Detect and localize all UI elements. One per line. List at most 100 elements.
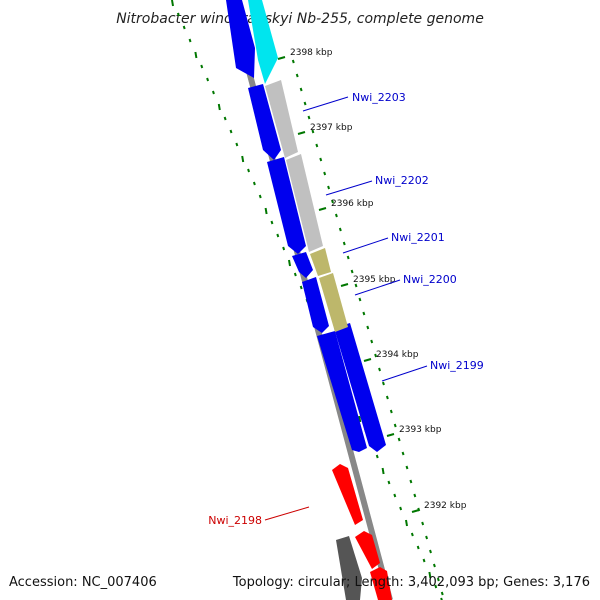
axis-ticks: 2398 kbp 2397 kbp 2396 kbp 2395 kbp 2394 kbp… — [277, 48, 467, 513]
gc-mark — [293, 272, 297, 277]
gc-mark — [428, 571, 432, 579]
tick-mark — [277, 56, 286, 60]
tick-mark — [297, 131, 306, 135]
gc-mark — [217, 103, 221, 111]
gc-mark — [299, 285, 303, 290]
gc-mark — [385, 395, 389, 400]
cog-feature — [319, 273, 348, 332]
tick-mark — [386, 433, 395, 437]
gc-mark — [382, 381, 385, 386]
gc-mark — [241, 155, 245, 163]
tick-mark — [363, 358, 372, 362]
tick-label: 2397 kbp — [310, 123, 353, 133]
cds-feature — [332, 464, 363, 525]
gc-mark — [405, 465, 409, 470]
gc-mark — [315, 143, 319, 148]
gc-mark — [429, 549, 432, 554]
gc-mark — [182, 25, 186, 30]
gc-mark — [413, 493, 417, 498]
gene-leader-line — [302, 96, 349, 112]
cds-feature — [336, 536, 362, 600]
gc-mark — [247, 168, 250, 173]
gene-leader-line — [354, 279, 401, 296]
gc-mark — [235, 142, 239, 147]
forward-cds-track — [334, 323, 386, 452]
gc-mark — [366, 325, 370, 330]
gc-mark — [387, 480, 391, 485]
gc-mark — [397, 437, 401, 442]
gc-mark — [303, 101, 307, 106]
gc-mark — [323, 171, 327, 176]
gc-mark — [252, 181, 256, 186]
genome-summary-text: Topology: circular; Length: 3,402,093 bp… — [232, 575, 590, 590]
tick-mark — [340, 283, 349, 287]
gene-label[interactable]: Nwi_2199 — [430, 359, 484, 372]
gc-mark — [206, 77, 210, 82]
gc-mark — [307, 115, 311, 120]
gc-mark — [319, 157, 323, 162]
tick-label: 2392 kbp — [424, 501, 467, 511]
cds-feature — [302, 277, 329, 333]
gc-mark — [393, 493, 397, 498]
gc-mark — [171, 0, 174, 7]
cog-feature — [310, 248, 331, 276]
gc-mark — [334, 213, 338, 218]
gc-mark — [331, 199, 334, 204]
gc-mark — [401, 451, 405, 456]
cds-feature — [355, 531, 380, 569]
gc-mark — [276, 233, 280, 238]
gc-mark — [327, 185, 331, 190]
gc-mark — [350, 269, 354, 274]
gc-mark — [378, 367, 381, 372]
gc-mark — [264, 207, 268, 215]
cog-feature — [265, 80, 298, 158]
gene-label[interactable]: Nwi_2201 — [391, 231, 445, 244]
reverse-cds-track — [226, 0, 367, 600]
gc-mark — [188, 38, 192, 43]
gc-mark — [299, 87, 303, 92]
gene-label[interactable]: Nwi_2198 — [208, 514, 262, 527]
gc-mark — [381, 467, 385, 475]
red-features — [332, 464, 392, 600]
gc-mark — [338, 227, 342, 232]
tick-label: 2393 kbp — [399, 425, 442, 435]
gc-mark — [409, 479, 413, 484]
gc-mark — [421, 521, 425, 526]
gc-mark — [434, 584, 438, 589]
gc-mark — [436, 577, 440, 582]
tick-mark — [411, 509, 420, 513]
tick-label: 2394 kbp — [376, 350, 419, 360]
gc-mark — [432, 563, 436, 568]
accession-text: Accession: NC_007406 — [9, 575, 157, 590]
tick-label: 2396 kbp — [331, 199, 374, 209]
cds-feature — [292, 252, 313, 278]
gc-mark — [440, 591, 444, 596]
gc-mark — [374, 353, 378, 358]
cds-feature — [370, 567, 392, 600]
gc-mark — [393, 423, 397, 428]
gc-mark — [200, 64, 204, 69]
gene-leader-line — [381, 365, 428, 382]
gc-mark — [342, 241, 346, 246]
gc-mark — [425, 535, 429, 540]
map-title: Nitrobacter winogradskyi Nb-255, complet… — [116, 11, 484, 27]
gene-label[interactable]: Nwi_2202 — [375, 174, 429, 187]
gc-mark — [358, 415, 362, 423]
cog-feature — [248, 0, 278, 84]
cog-feature — [286, 154, 323, 252]
tick-label: 2398 kbp — [290, 48, 333, 58]
cds-feature — [317, 331, 367, 452]
gc-mark — [194, 51, 198, 59]
cog-track — [248, 0, 348, 332]
gene-label[interactable]: Nwi_2200 — [403, 273, 457, 286]
gc-mark — [346, 255, 350, 260]
gc-mark — [311, 129, 315, 134]
gc-mark — [370, 339, 374, 344]
gc-mark — [229, 129, 233, 134]
gc-mark — [410, 532, 414, 537]
gene-label[interactable]: Nwi_2203 — [352, 91, 406, 104]
gc-mark — [358, 297, 362, 302]
tick-label: 2395 kbp — [353, 275, 396, 285]
gc-mark — [258, 194, 262, 199]
